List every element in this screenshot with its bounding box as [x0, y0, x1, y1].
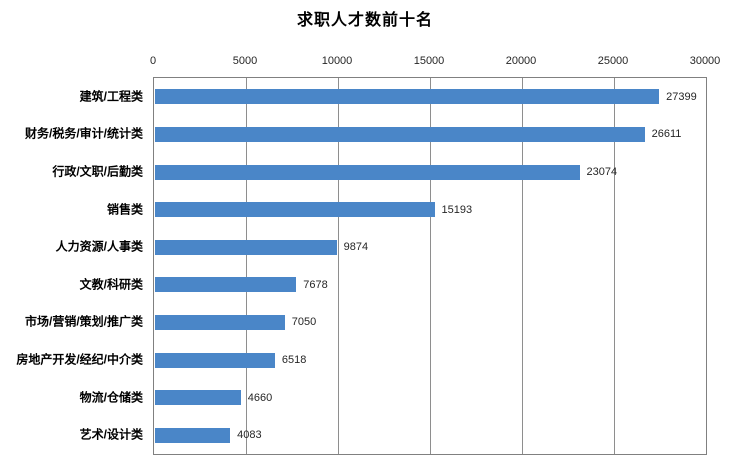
category-axis: 建筑/工程类财务/税务/审计/统计类行政/文职/后勤类销售类人力资源/人事类文教… [0, 77, 148, 453]
value-label: 15193 [441, 203, 473, 216]
x-tick-label: 30000 [689, 55, 721, 67]
value-label: 9874 [343, 241, 369, 254]
value-label: 4083 [237, 429, 262, 442]
category-label: 销售类 [106, 202, 143, 217]
plot-area: 27399 26611 23074 15193 9874 7678 7050 6518 4660… [153, 77, 707, 455]
x-tick-label: 5000 [232, 55, 258, 67]
bar [155, 427, 231, 443]
x-axis: 0 5000 10000 15000 20000 25000 30000 [0, 55, 730, 71]
x-tick-label: 15000 [413, 55, 445, 67]
value-label: 27399 [666, 90, 697, 103]
bar [155, 164, 580, 180]
category-label: 建筑/工程类 [79, 89, 143, 104]
value-label: 7678 [303, 278, 328, 291]
x-tick-label: 25000 [597, 55, 629, 67]
category-label: 房地产开发/经纪/中介类 [16, 352, 143, 367]
gridline [338, 78, 339, 454]
bar [155, 314, 285, 330]
value-label: 6518 [281, 354, 307, 366]
category-label: 物流/仓储类 [79, 390, 143, 405]
category-label: 市场/营销/策划/推广类 [24, 314, 143, 329]
bar [155, 352, 275, 368]
bar [155, 390, 241, 406]
category-label: 行政/文职/后勤类 [52, 164, 143, 179]
category-label: 财务/税务/审计/统计类 [24, 126, 143, 141]
value-label: 26611 [651, 128, 682, 141]
category-label: 人力资源/人事类 [55, 239, 143, 254]
gridline [614, 78, 615, 454]
bar [155, 202, 435, 218]
bar [155, 126, 645, 142]
value-label: 23074 [586, 166, 618, 178]
value-label: 4660 [247, 391, 273, 404]
chart-title: 求职人才数前十名 [296, 12, 433, 29]
category-label: 文教/科研类 [79, 277, 143, 292]
gridline [430, 78, 431, 454]
category-label: 艺术/设计类 [79, 427, 143, 442]
bar [155, 277, 297, 293]
bar [155, 239, 337, 255]
value-label: 7050 [291, 316, 317, 329]
gridline [246, 78, 247, 454]
x-tick-label: 0 [149, 55, 157, 67]
gridline [522, 78, 523, 454]
x-tick-label: 20000 [505, 55, 537, 67]
x-tick-label: 10000 [321, 55, 353, 67]
bar [155, 89, 660, 105]
